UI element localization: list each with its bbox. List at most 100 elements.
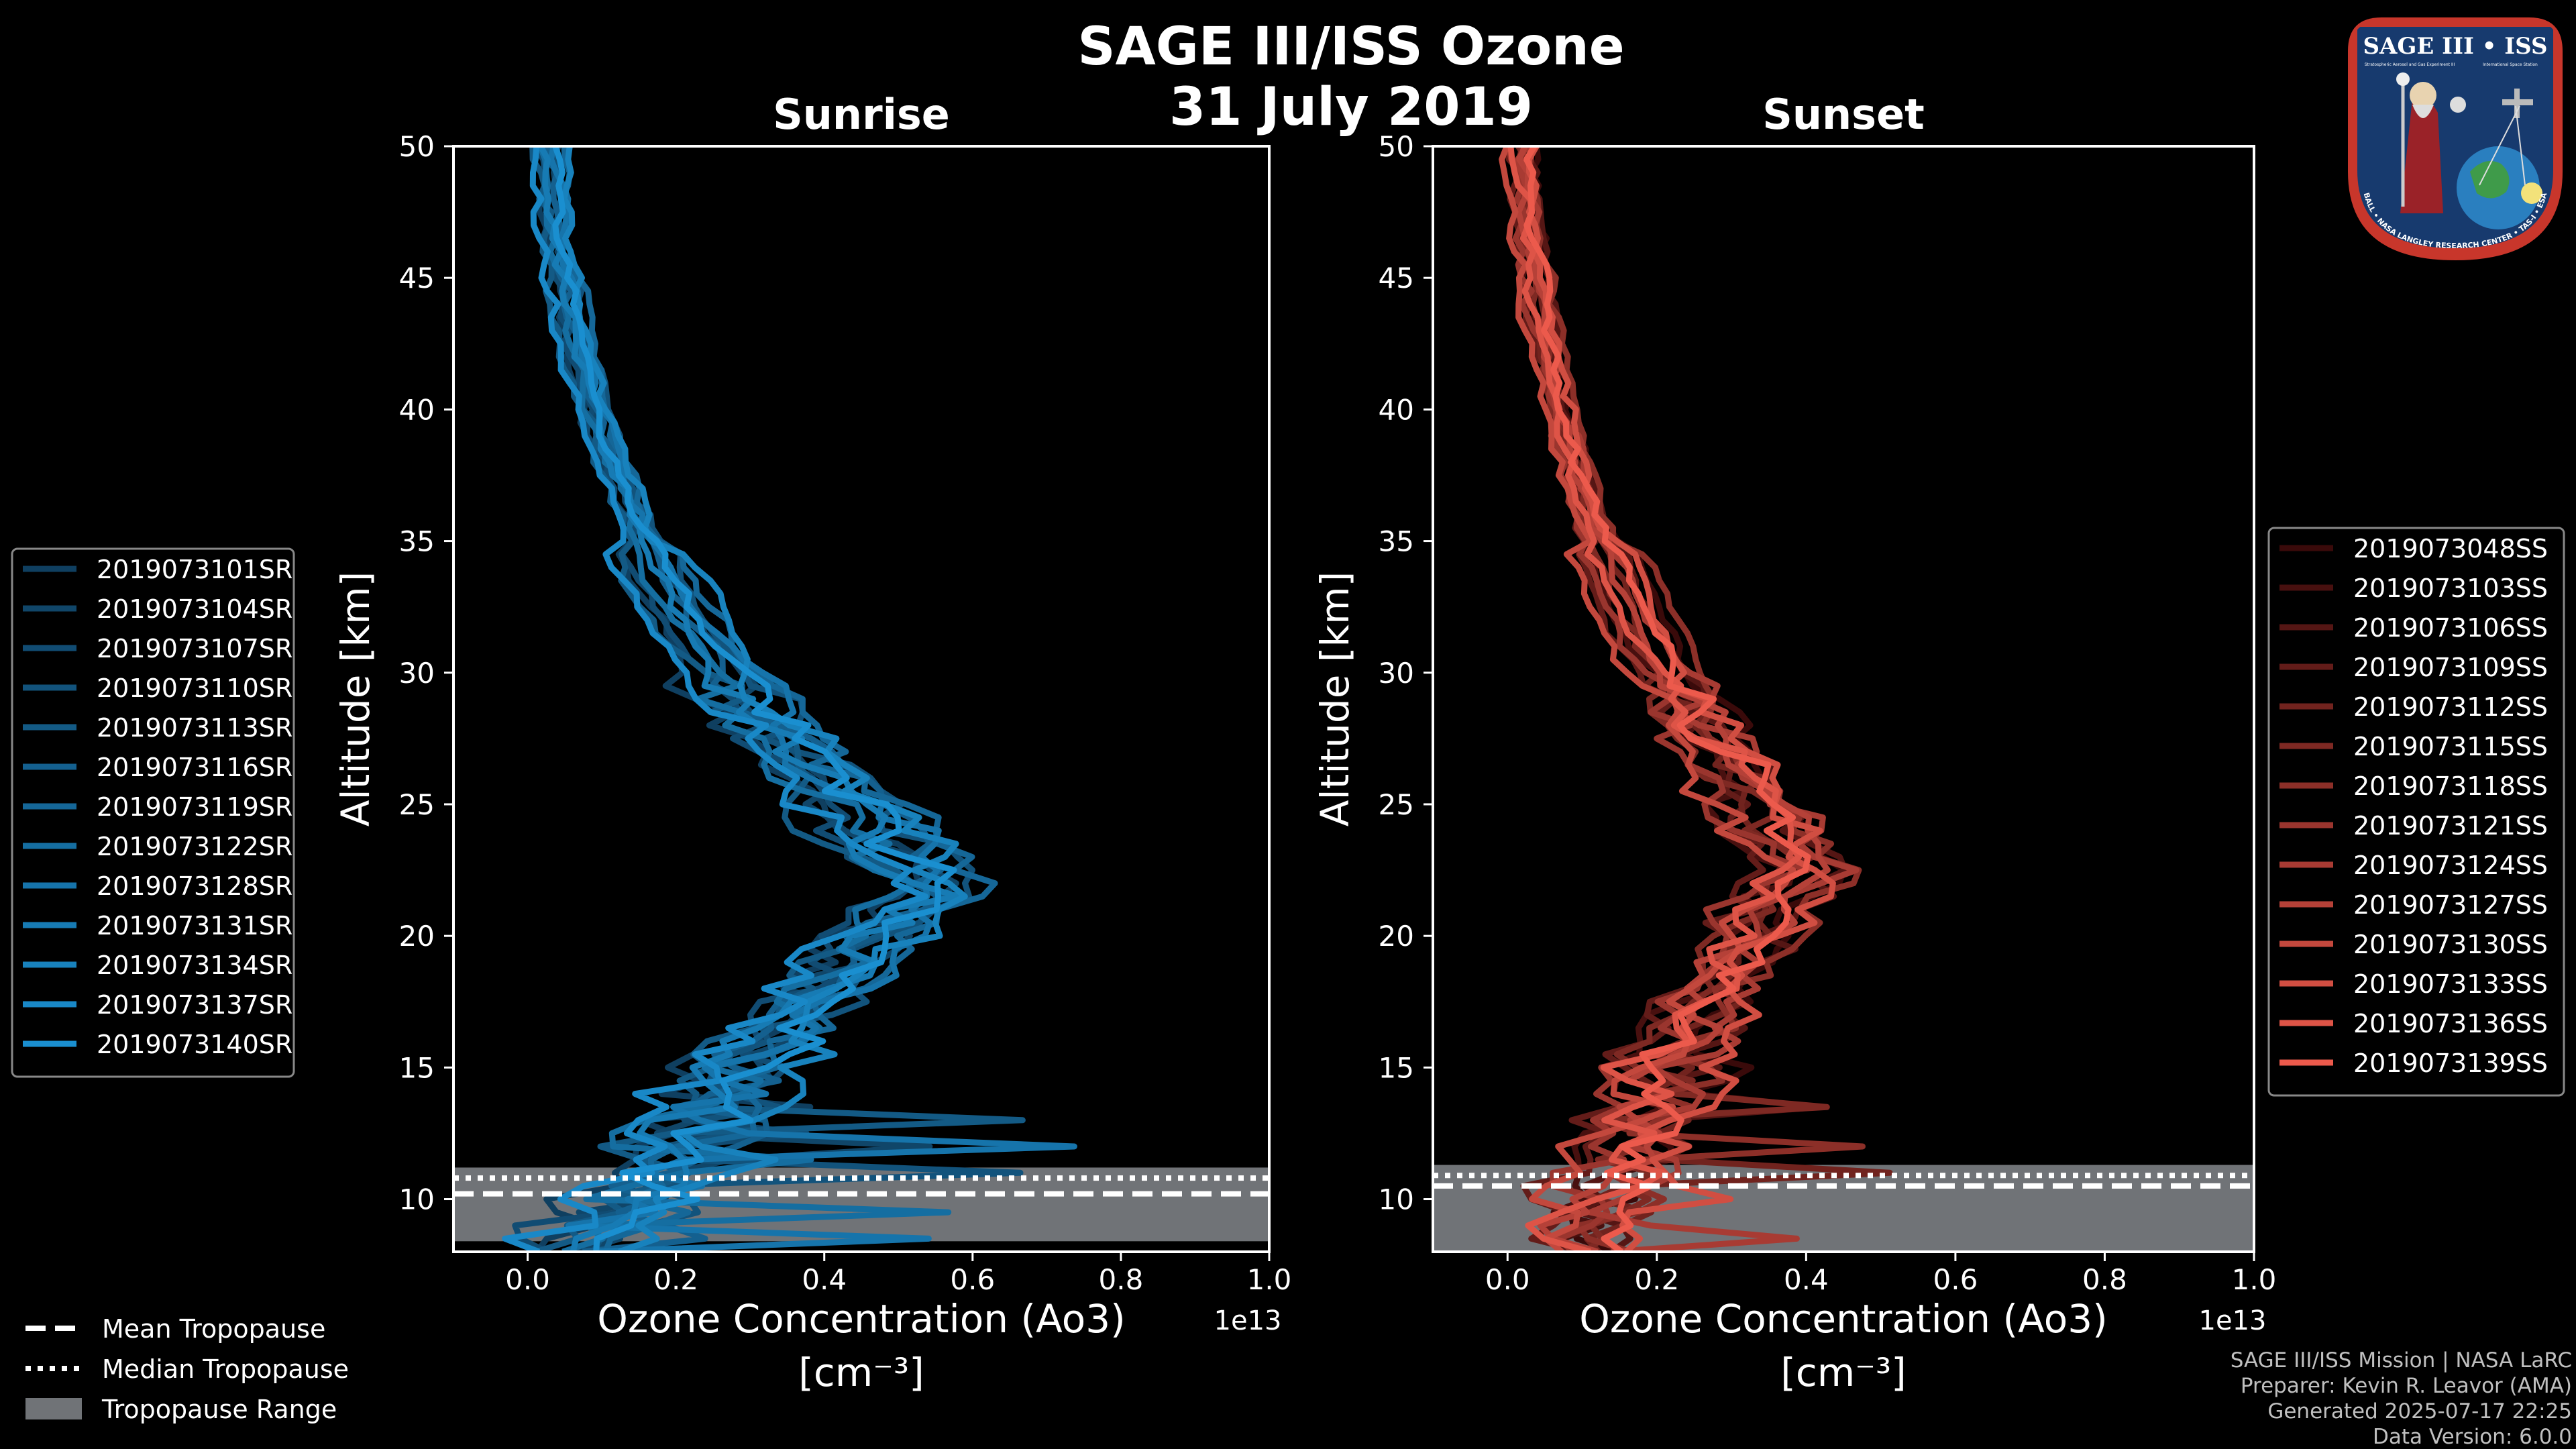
x-tick-label: 0.8 — [1099, 1263, 1144, 1296]
legend-label: 2019073104SR — [97, 594, 292, 624]
x-tick-label: 0.6 — [950, 1263, 995, 1296]
legend-label: Tropopause Range — [101, 1395, 337, 1424]
legend-label: 2019073119SR — [97, 792, 292, 822]
y-tick-label: 30 — [399, 657, 435, 690]
x-tick-label: 0.0 — [505, 1263, 550, 1296]
x-tick-label: 0.2 — [1634, 1263, 1679, 1296]
credits-footer: SAGE III/ISS Mission | NASA LaRCPreparer… — [2231, 1348, 2572, 1449]
legend-label: 2019073127SS — [2353, 890, 2548, 920]
x-tick-label: 1.0 — [2232, 1263, 2277, 1296]
series-line-2019073139SS — [1523, 146, 1811, 1252]
legend-range-swatch — [25, 1398, 82, 1419]
legend-label: 2019073110SR — [97, 674, 292, 703]
legend-label: 2019073131SR — [97, 911, 292, 941]
y-tick-label: 40 — [1379, 393, 1414, 426]
legend-label: 2019073109SS — [2353, 653, 2548, 682]
y-tick-label: 35 — [1379, 525, 1414, 558]
legend-frame — [11, 547, 295, 1078]
y-tick-label: 35 — [399, 525, 435, 558]
series-line-2019073119SR — [558, 146, 998, 1252]
x-axis-units: [cm⁻³] — [798, 1350, 924, 1395]
panel-title: Sunset — [1762, 90, 1925, 139]
footer-line: SAGE III/ISS Mission | NASA LaRC — [2231, 1348, 2572, 1373]
legend-label: 2019073133SS — [2353, 969, 2548, 999]
y-tick-label: 20 — [399, 920, 435, 953]
legend-label: 2019073116SR — [97, 753, 292, 782]
x-tick-label: 0.0 — [1485, 1263, 1530, 1296]
x-axis-label: Ozone Concentration (Ao3) — [597, 1296, 1126, 1342]
sunset-legend: 2019073048SS 2019073103SS 2019073106SS 2019… — [2267, 527, 2565, 1097]
y-tick-label: 20 — [1379, 920, 1414, 953]
x-tick-label: 0.4 — [1784, 1263, 1829, 1296]
y-tick-label: 15 — [399, 1051, 435, 1084]
y-axis-label: Altitude [km] — [1312, 572, 1358, 826]
y-tick-label: 15 — [1379, 1051, 1414, 1084]
y-tick-label: 45 — [1379, 262, 1414, 294]
figure-title: SAGE III/ISS Ozone — [1077, 17, 1624, 77]
legend-label: 2019073130SS — [2353, 930, 2548, 959]
tropopause-legend: Mean Tropopause Median Tropopause Tropopau… — [25, 1314, 349, 1424]
legend-label: 2019073124SS — [2353, 851, 2548, 880]
series-line-2019073131SR — [538, 146, 961, 1252]
x-tick-label: 0.8 — [2082, 1263, 2127, 1296]
legend-label: 2019073113SR — [97, 713, 292, 743]
x-axis-units: [cm⁻³] — [1780, 1350, 1907, 1395]
logo-subtitle-left: Stratospheric Aerosol and Gas Experiment… — [2365, 62, 2455, 67]
y-tick-label: 50 — [399, 130, 435, 163]
y-axis-label: Altitude [km] — [333, 572, 378, 826]
x-tick-label: 0.6 — [1933, 1263, 1978, 1296]
series-line-2019073134SR — [561, 146, 968, 1252]
profile-lines — [502, 146, 1077, 1252]
x-tick-label: 0.2 — [653, 1263, 698, 1296]
y-tick-label: 50 — [1379, 130, 1414, 163]
legend-label: 2019073139SS — [2353, 1049, 2548, 1078]
axes-frame — [1432, 145, 2255, 1253]
axes-frame — [452, 145, 1271, 1253]
legend-label: 2019073115SS — [2353, 732, 2548, 761]
legend-label: 2019073106SS — [2353, 613, 2548, 643]
legend-frame — [2267, 527, 2565, 1097]
panel-title: Sunrise — [773, 90, 950, 139]
legend-label: 2019073122SR — [97, 832, 292, 861]
x-tick-label: 1.0 — [1247, 1263, 1292, 1296]
legend-label: 2019073101SR — [97, 555, 292, 584]
legend-label: 2019073121SS — [2353, 811, 2548, 841]
legend-label: 2019073140SR — [97, 1030, 292, 1059]
x-scale-label: 1e13 — [2199, 1305, 2267, 1336]
y-tick-label: 40 — [399, 393, 435, 426]
legend-label: 2019073118SS — [2353, 771, 2548, 801]
footer-line: Preparer: Kevin R. Leavor (AMA) — [2241, 1374, 2572, 1398]
legend-label: Mean Tropopause — [102, 1314, 325, 1344]
legend-label: Median Tropopause — [102, 1354, 349, 1384]
legend-label: 2019073128SR — [97, 871, 292, 901]
y-tick-label: 25 — [1379, 788, 1414, 821]
logo-title: SAGE III • ISS — [2363, 33, 2547, 60]
legend-label: 2019073137SR — [97, 990, 292, 1020]
footer-line: Generated 2025-07-17 22:25 — [2267, 1399, 2572, 1424]
footer-line: Data Version: 6.0.0 — [2373, 1425, 2572, 1449]
legend-label: 2019073103SS — [2353, 574, 2548, 603]
y-tick-label: 45 — [399, 262, 435, 294]
logo-subtitle-right: International Space Station — [2483, 62, 2538, 67]
legend-label: 2019073048SS — [2353, 534, 2548, 564]
legend-label: 2019073136SS — [2353, 1009, 2548, 1038]
y-tick-label: 25 — [399, 788, 435, 821]
y-tick-label: 10 — [1379, 1183, 1414, 1216]
legend-label: 2019073134SR — [97, 951, 292, 980]
x-scale-label: 1e13 — [1214, 1305, 1282, 1336]
x-tick-label: 0.4 — [802, 1263, 847, 1296]
sunset-panel: 0.0 0.2 0.4 0.6 0.8 1.0 10 15 20 25 30 35 40 45 50 Suns… — [1312, 90, 2276, 1395]
sage-iii-iss-logo: SAGE III • ISS Stratospheric Aerosol and… — [2348, 17, 2563, 260]
series-line-2019073140SR — [552, 146, 957, 1252]
figure-date: 31 July 2019 — [1169, 77, 1533, 138]
series-line-2019073137SR — [502, 146, 928, 1252]
profile-lines — [1499, 146, 1893, 1252]
legend-label: 2019073107SR — [97, 634, 292, 663]
y-tick-label: 30 — [1379, 657, 1414, 690]
series-line-2019073136SS — [1507, 146, 1803, 1252]
x-axis-label: Ozone Concentration (Ao3) — [1579, 1296, 2108, 1342]
y-tick-label: 10 — [399, 1183, 435, 1216]
legend-label: 2019073112SS — [2353, 692, 2548, 722]
sunrise-panel: 0.0 0.2 0.4 0.6 0.8 1.0 10 15 20 25 30 35 40 45 50 Sunr… — [333, 90, 1291, 1395]
